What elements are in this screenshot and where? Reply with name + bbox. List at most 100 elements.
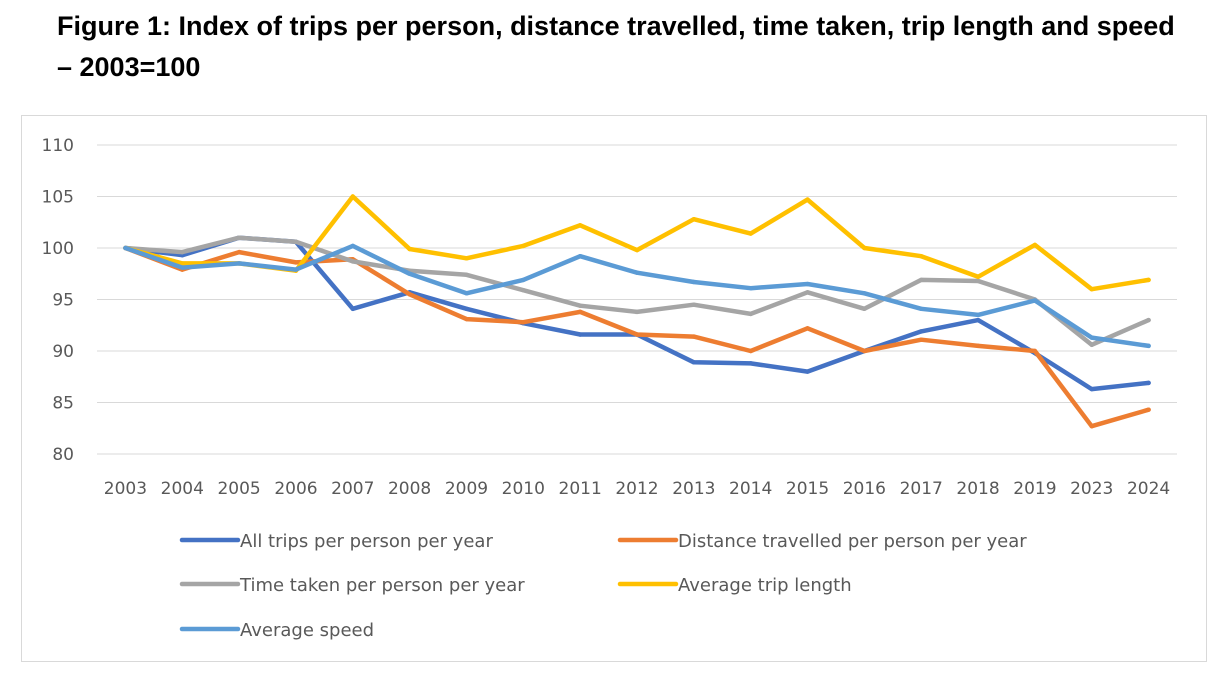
- y-tick-label: 95: [52, 291, 74, 311]
- data-point: [180, 249, 185, 255]
- data-point: [691, 216, 697, 222]
- data-point: [521, 319, 526, 325]
- data-point: [293, 260, 299, 265]
- data-point: [975, 312, 981, 318]
- data-point: [407, 271, 412, 276]
- data-point: [180, 261, 185, 266]
- data-point: [293, 267, 299, 272]
- data-point: [919, 329, 924, 334]
- legend-label: Distance travelled per person per year: [678, 531, 1027, 552]
- data-point: [236, 261, 242, 266]
- x-tick-label: 2012: [615, 479, 658, 499]
- data-point: [407, 292, 412, 297]
- data-point: [1089, 386, 1094, 392]
- y-tick-label: 85: [52, 394, 74, 414]
- data-point: [1032, 348, 1038, 354]
- data-point: [407, 246, 412, 252]
- x-tick-label: 2011: [559, 479, 602, 499]
- data-point: [521, 243, 526, 249]
- data-point: [748, 361, 753, 366]
- data-point: [577, 223, 583, 228]
- y-tick-label: 90: [52, 342, 74, 362]
- data-point: [862, 245, 867, 251]
- data-point: [691, 302, 697, 307]
- data-point: [123, 245, 128, 251]
- x-tick-label: 2003: [104, 479, 147, 499]
- data-point: [975, 278, 981, 284]
- data-point: [236, 235, 242, 240]
- data-point: [862, 348, 867, 354]
- data-point: [975, 317, 981, 323]
- data-point: [577, 254, 583, 259]
- y-tick-label: 100: [42, 239, 74, 259]
- data-point: [919, 277, 924, 283]
- data-point: [464, 272, 469, 277]
- data-point: [691, 334, 697, 339]
- legend-label: All trips per person per year: [240, 531, 493, 552]
- legend-label: Average trip length: [678, 575, 852, 596]
- data-point: [919, 306, 924, 311]
- y-tick-label: 105: [42, 188, 74, 208]
- data-point: [691, 279, 697, 285]
- data-point: [805, 369, 810, 374]
- x-tick-label: 2004: [161, 479, 204, 499]
- x-tick-label: 2023: [1070, 479, 1113, 499]
- data-point: [350, 259, 355, 264]
- line-chart: 80 85 90 95 100 105 110 2003 2004 2005 2006 2007 20…: [42, 136, 1177, 641]
- data-point: [464, 256, 469, 261]
- x-tick-label: 2009: [445, 479, 488, 499]
- x-tick-label: 2016: [843, 479, 886, 499]
- x-tick-label: 2015: [786, 479, 829, 499]
- y-tick-label: 110: [42, 136, 74, 156]
- data-point: [975, 343, 981, 349]
- data-point: [350, 306, 355, 311]
- data-point: [805, 326, 810, 331]
- x-tick-label: 2006: [274, 479, 317, 499]
- data-point: [862, 306, 867, 311]
- data-point: [577, 303, 583, 308]
- legend-label: Average speed: [240, 620, 374, 641]
- data-point: [464, 316, 469, 322]
- x-tick-label: 2007: [331, 479, 374, 499]
- data-point: [634, 270, 640, 275]
- data-point: [748, 231, 753, 236]
- data-point: [805, 290, 810, 295]
- data-point: [1032, 242, 1038, 248]
- data-point: [805, 197, 810, 202]
- data-point: [634, 332, 640, 337]
- data-point: [805, 281, 810, 287]
- data-point: [1089, 342, 1094, 348]
- data-point: [350, 243, 355, 249]
- y-tick-label: 80: [52, 445, 74, 465]
- data-point: [975, 274, 981, 280]
- x-tick-label: 2024: [1127, 479, 1170, 499]
- data-point: [521, 288, 526, 293]
- data-point: [862, 291, 867, 296]
- x-tick-label: 2017: [900, 479, 943, 499]
- series-line-4: [123, 194, 1151, 292]
- data-point: [293, 239, 299, 245]
- data-point: [180, 265, 185, 270]
- data-point: [1089, 423, 1094, 429]
- data-point: [748, 285, 753, 291]
- data-point: [1089, 335, 1094, 340]
- data-point: [236, 249, 242, 255]
- data-point: [464, 291, 469, 296]
- data-point: [634, 247, 640, 253]
- x-tick-label: 2005: [217, 479, 260, 499]
- x-tick-label: 2014: [729, 479, 772, 499]
- x-tick-label: 2010: [502, 479, 545, 499]
- data-point: [350, 194, 355, 199]
- data-point: [1146, 380, 1151, 386]
- data-point: [464, 306, 469, 311]
- data-point: [1146, 407, 1151, 412]
- data-point: [577, 332, 583, 337]
- data-point: [1032, 298, 1038, 303]
- legend-label: Time taken per person per year: [239, 575, 525, 596]
- data-point: [1146, 317, 1151, 323]
- data-point: [748, 311, 753, 317]
- chart-frame: 80 85 90 95 100 105 110 2003 2004 2005 2006 2007 20…: [21, 115, 1207, 662]
- data-point: [1146, 343, 1151, 349]
- x-tick-label: 2013: [672, 479, 715, 499]
- data-point: [919, 337, 924, 342]
